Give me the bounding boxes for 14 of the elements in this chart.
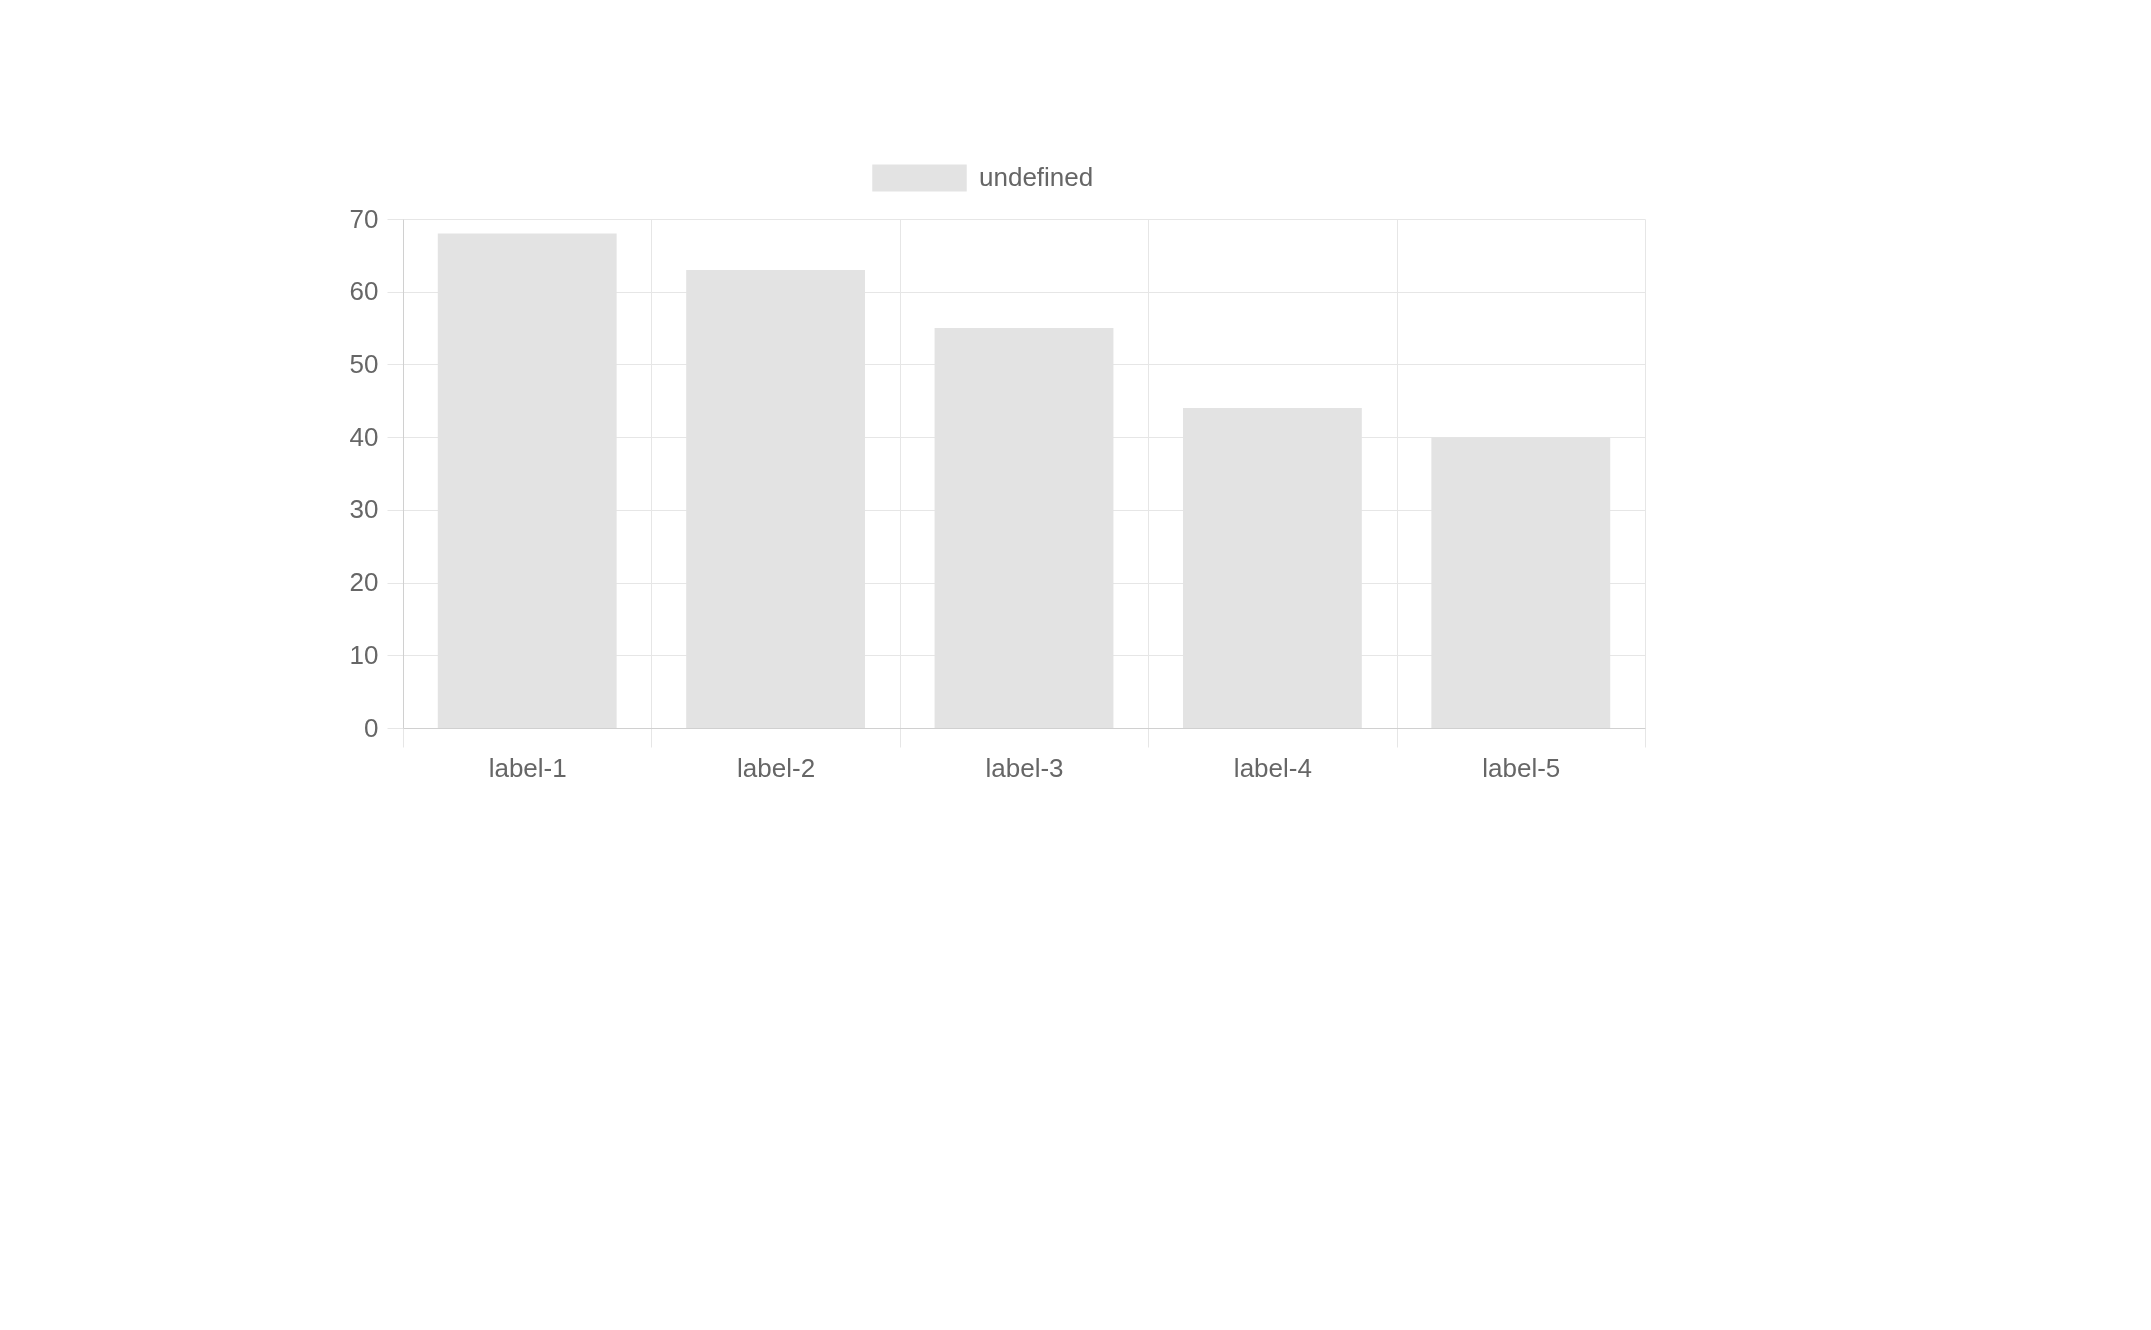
y-tick-label: 0 [364,712,379,743]
x-tick-label: label-3 [985,752,1064,783]
y-tick-label: 20 [349,567,379,598]
x-tick-label: label-2 [737,752,816,783]
legend-label: undefined [979,162,1094,192]
x-tick-label: label-4 [1233,752,1312,783]
y-tick-label: 40 [349,421,379,452]
y-tick-label: 60 [349,276,379,307]
y-tick-label: 10 [349,639,379,670]
y-tick-label: 30 [349,494,379,525]
x-tick-label: label-1 [488,752,567,783]
x-tick-label: label-5 [1482,752,1561,783]
y-tick-label: 70 [349,203,379,234]
y-tick-label: 50 [349,348,379,379]
